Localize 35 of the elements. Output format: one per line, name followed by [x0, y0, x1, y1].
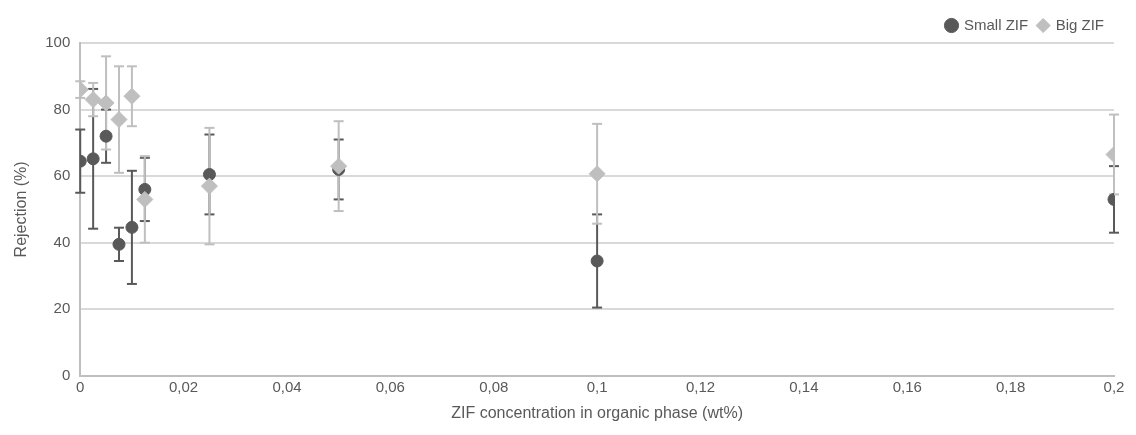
legend-label: Small ZIF — [963, 15, 1029, 33]
point — [330, 157, 348, 175]
point — [136, 190, 154, 208]
x-tick-label: 0,12 — [685, 377, 716, 395]
y-axis-title: Rejection (%) — [12, 161, 30, 258]
point — [202, 167, 216, 181]
x-tick-label: 0,18 — [996, 377, 1026, 395]
x-tick-label: 0,16 — [892, 377, 922, 395]
point — [200, 177, 218, 195]
x-tick-label: 0,04 — [272, 377, 302, 395]
x-tick-label: 0,1 — [586, 377, 608, 395]
point — [112, 237, 126, 251]
x-tick-label: 0,02 — [169, 377, 199, 395]
point — [99, 129, 113, 143]
y-tick-label: 60 — [53, 166, 71, 184]
legend-label: Big ZIF — [1055, 15, 1104, 33]
y-tick-label: 80 — [53, 99, 71, 117]
x-tick-label: 0,08 — [479, 377, 509, 395]
point — [588, 165, 606, 183]
x-axis-title: ZIF concentration in organic phase (wt%) — [451, 403, 743, 421]
y-tick-label: 20 — [53, 299, 71, 317]
x-tick-label: 0,06 — [375, 377, 405, 395]
point — [84, 91, 102, 109]
x-tick-label: 0,14 — [789, 377, 819, 395]
point — [590, 254, 604, 268]
y-tick-label: 0 — [61, 365, 71, 383]
point — [110, 111, 128, 129]
point — [125, 220, 139, 234]
y-tick-label: 100 — [45, 33, 71, 51]
point — [97, 94, 115, 112]
point — [86, 152, 100, 166]
y-tick-label: 40 — [53, 232, 71, 250]
x-tick-label: 0,2 — [1103, 377, 1125, 395]
x-tick-label: 0 — [76, 377, 85, 395]
point — [123, 87, 141, 105]
